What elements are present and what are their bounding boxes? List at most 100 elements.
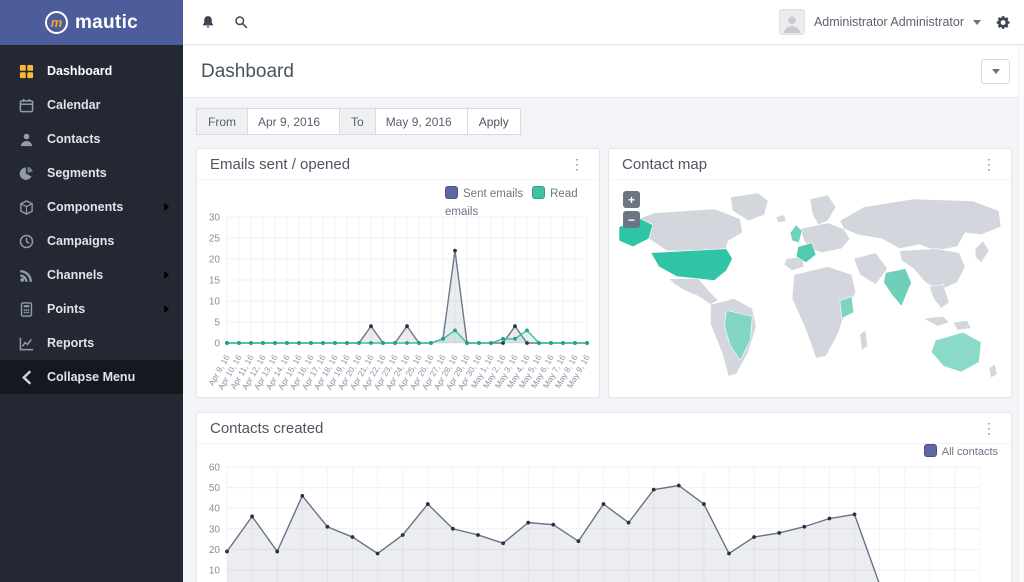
map-region-france[interactable] bbox=[795, 242, 817, 263]
chevron-right-icon bbox=[163, 304, 170, 314]
sidebar-collapse-menu[interactable]: Collapse Menu bbox=[0, 360, 183, 394]
svg-text:30: 30 bbox=[209, 213, 221, 224]
sidebar-item-dashboard[interactable]: Dashboard bbox=[0, 54, 183, 88]
panel-header: Emails sent / opened ⋮ bbox=[197, 149, 599, 180]
map-continent bbox=[809, 194, 837, 226]
to-label: To bbox=[339, 108, 376, 135]
legend-item[interactable]: Sent emails bbox=[445, 186, 523, 200]
contact-map-panel: Contact map ⋮ + − bbox=[608, 148, 1012, 398]
map-continent bbox=[730, 192, 769, 222]
svg-text:20: 20 bbox=[209, 545, 221, 556]
svg-text:60: 60 bbox=[209, 463, 221, 474]
search-icon[interactable] bbox=[234, 15, 248, 29]
sidebar-item-components[interactable]: Components bbox=[0, 190, 183, 224]
zoom-in-button[interactable]: + bbox=[623, 191, 640, 208]
chevron-right-icon bbox=[163, 202, 170, 212]
legend-chip bbox=[532, 186, 546, 199]
page-header: Dashboard bbox=[183, 46, 1024, 98]
svg-text:30: 30 bbox=[209, 524, 221, 535]
panel-header: Contact map ⋮ bbox=[609, 149, 1011, 180]
map-continent bbox=[775, 214, 787, 224]
sidebar-item-channels[interactable]: Channels bbox=[0, 258, 183, 292]
from-label: From bbox=[196, 108, 248, 135]
svg-text:50: 50 bbox=[209, 483, 221, 494]
notifications-bell-icon[interactable] bbox=[201, 15, 215, 29]
map-region-india[interactable] bbox=[883, 268, 912, 307]
map-continent bbox=[853, 252, 888, 285]
mautic-logo-icon: m bbox=[44, 11, 68, 34]
dashboard-options-dropdown[interactable] bbox=[981, 59, 1010, 84]
points-icon bbox=[18, 301, 34, 317]
logo-text: mautic bbox=[74, 11, 139, 33]
map-region-east-africa[interactable] bbox=[839, 296, 855, 319]
map-continent bbox=[899, 248, 966, 291]
map-continent bbox=[859, 329, 869, 351]
chevron-left-icon bbox=[18, 369, 34, 385]
svg-text:10: 10 bbox=[209, 566, 221, 577]
svg-text:20: 20 bbox=[209, 255, 221, 266]
sidebar-item-points[interactable]: Points bbox=[0, 292, 183, 326]
legend-chip bbox=[445, 186, 458, 199]
svg-text:0: 0 bbox=[214, 339, 220, 350]
sidebar-item-reports[interactable]: Reports bbox=[0, 326, 183, 360]
legend-item[interactable]: Read emails bbox=[445, 186, 578, 219]
map-continent bbox=[668, 278, 719, 305]
sidebar-menu: Dashboard Calendar Contacts Segments Compone… bbox=[0, 45, 183, 394]
map-continent bbox=[923, 316, 950, 327]
map-continent bbox=[988, 363, 998, 379]
chevron-right-icon bbox=[163, 270, 170, 280]
app-logo[interactable]: m mautic bbox=[0, 0, 183, 45]
legend-item[interactable]: All contacts bbox=[923, 444, 998, 458]
map-continent bbox=[974, 240, 990, 263]
sidebar-item-calendar[interactable]: Calendar bbox=[0, 88, 183, 122]
map-continent bbox=[952, 320, 972, 331]
panel-title: Contact map bbox=[622, 155, 708, 173]
caret-down-icon bbox=[991, 69, 1000, 74]
kebab-menu-icon[interactable]: ⋮ bbox=[982, 420, 996, 436]
scrollbar-track[interactable] bbox=[1018, 46, 1024, 582]
campaigns-icon bbox=[18, 233, 34, 249]
kebab-menu-icon[interactable]: ⋮ bbox=[982, 156, 996, 172]
date-to-input[interactable] bbox=[374, 108, 468, 135]
reports-icon bbox=[18, 335, 34, 351]
topbar: Administrator Administrator bbox=[183, 0, 1024, 45]
map-region-united-states[interactable] bbox=[650, 248, 733, 281]
contacts-created-panel: Contacts created ⋮ All contacts 10 20 30 40… bbox=[196, 412, 1012, 582]
chart-legend: Sent emails Read emails bbox=[445, 185, 587, 222]
map-zoom-controls: + − bbox=[623, 191, 640, 228]
segments-icon bbox=[18, 165, 34, 181]
chart-legend: All contacts bbox=[923, 444, 998, 458]
date-from-input[interactable] bbox=[247, 108, 340, 135]
apply-button[interactable]: Apply bbox=[466, 108, 521, 135]
svg-text:5: 5 bbox=[214, 318, 220, 329]
user-menu[interactable]: Administrator Administrator bbox=[813, 15, 964, 29]
zoom-out-button[interactable]: − bbox=[623, 211, 640, 228]
caret-down-icon[interactable] bbox=[973, 19, 981, 25]
dashboard-icon bbox=[18, 63, 34, 79]
map-region-australia[interactable] bbox=[931, 331, 982, 373]
svg-text:40: 40 bbox=[209, 504, 221, 515]
panel-header: Contacts created ⋮ bbox=[197, 413, 1011, 444]
panel-title: Contacts created bbox=[210, 419, 324, 437]
page-title: Dashboard bbox=[201, 60, 294, 82]
world-map[interactable]: + − bbox=[615, 186, 1005, 391]
sidebar-item-campaigns[interactable]: Campaigns bbox=[0, 224, 183, 258]
sidebar-item-segments[interactable]: Segments bbox=[0, 156, 183, 190]
kebab-menu-icon[interactable]: ⋮ bbox=[570, 156, 584, 172]
map-continent bbox=[929, 284, 950, 309]
map-region-brazil[interactable] bbox=[724, 310, 753, 361]
svg-text:25: 25 bbox=[209, 234, 221, 245]
emails-sent-opened-panel: Emails sent / opened ⋮ Sent emails Read e… bbox=[196, 148, 600, 398]
map-region-united-kingdom[interactable] bbox=[789, 224, 803, 244]
map-continent bbox=[791, 266, 857, 359]
user-avatar[interactable] bbox=[778, 9, 805, 35]
contacts-line-chart[interactable]: 10 20 30 40 50 60 bbox=[197, 457, 1011, 582]
components-icon bbox=[18, 199, 34, 215]
svg-text:10: 10 bbox=[209, 297, 221, 308]
settings-gear-icon[interactable] bbox=[996, 15, 1011, 30]
calendar-icon bbox=[18, 97, 34, 113]
map-continent bbox=[839, 198, 1002, 251]
panel-title: Emails sent / opened bbox=[210, 155, 351, 173]
sidebar-item-contacts[interactable]: Contacts bbox=[0, 122, 183, 156]
